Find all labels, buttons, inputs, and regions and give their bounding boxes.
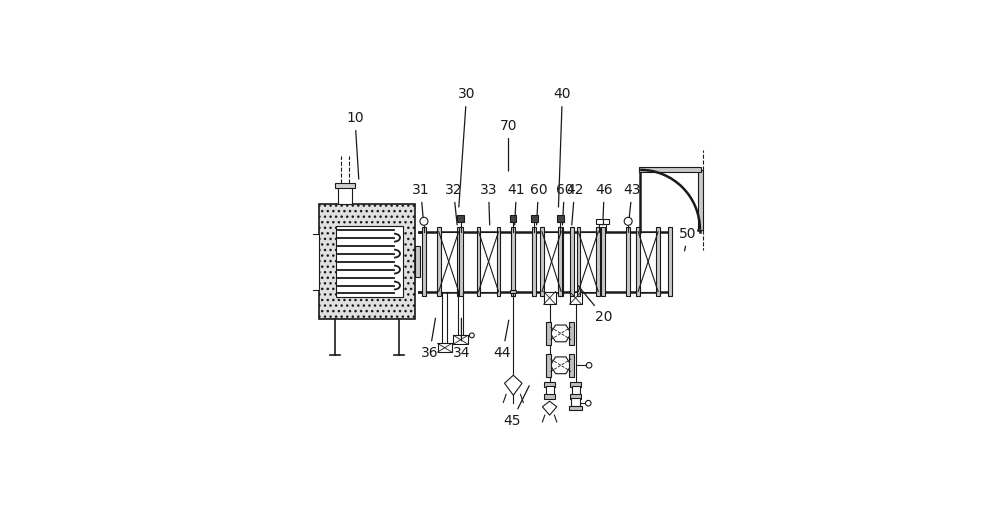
- Text: 41: 41: [508, 183, 525, 225]
- Text: 31: 31: [412, 183, 430, 225]
- Bar: [511, 227, 515, 296]
- Bar: [453, 335, 468, 344]
- Circle shape: [586, 363, 592, 368]
- Bar: [544, 292, 556, 304]
- Bar: [596, 227, 600, 296]
- Bar: [557, 214, 564, 222]
- Bar: [639, 167, 701, 172]
- Text: 34: 34: [453, 318, 470, 361]
- Text: 42: 42: [566, 183, 583, 225]
- Bar: [636, 227, 640, 296]
- Bar: [510, 214, 516, 222]
- Bar: [546, 354, 551, 377]
- Bar: [542, 232, 561, 292]
- Bar: [422, 227, 426, 296]
- Bar: [656, 227, 660, 296]
- Bar: [438, 343, 452, 352]
- Bar: [457, 227, 460, 296]
- Bar: [319, 204, 415, 320]
- Bar: [569, 322, 574, 345]
- Bar: [577, 227, 580, 296]
- Bar: [531, 214, 538, 222]
- Text: 20: 20: [578, 285, 613, 324]
- Bar: [603, 219, 609, 224]
- Bar: [338, 186, 352, 204]
- Text: 44: 44: [494, 320, 511, 361]
- Bar: [546, 386, 554, 395]
- Text: 50: 50: [679, 227, 697, 251]
- Circle shape: [585, 400, 591, 406]
- Bar: [570, 394, 581, 399]
- Bar: [437, 227, 441, 296]
- Bar: [558, 227, 562, 296]
- Text: 45: 45: [503, 386, 529, 428]
- Bar: [532, 227, 536, 296]
- Circle shape: [420, 218, 428, 225]
- Text: 36: 36: [421, 318, 438, 361]
- Text: 60: 60: [556, 183, 573, 225]
- Bar: [540, 227, 544, 296]
- Bar: [546, 322, 551, 345]
- Text: 10: 10: [346, 111, 364, 179]
- Bar: [570, 227, 574, 296]
- Bar: [698, 170, 703, 229]
- Bar: [569, 354, 574, 377]
- Text: 70: 70: [500, 119, 517, 171]
- Bar: [457, 214, 464, 222]
- Bar: [300, 246, 307, 278]
- Circle shape: [469, 333, 474, 338]
- Bar: [569, 406, 582, 410]
- Bar: [559, 227, 563, 296]
- Bar: [578, 232, 598, 292]
- Bar: [668, 227, 672, 296]
- Text: 33: 33: [480, 183, 497, 225]
- Bar: [601, 227, 605, 296]
- Bar: [570, 382, 581, 387]
- Bar: [415, 247, 420, 277]
- Bar: [638, 232, 658, 292]
- Circle shape: [624, 218, 632, 225]
- Bar: [459, 227, 463, 296]
- Text: 60: 60: [530, 183, 547, 225]
- Bar: [439, 232, 459, 292]
- Bar: [335, 183, 355, 188]
- Bar: [544, 382, 555, 387]
- Text: 46: 46: [595, 183, 613, 225]
- Polygon shape: [542, 401, 557, 415]
- Polygon shape: [505, 375, 522, 395]
- Bar: [544, 394, 555, 399]
- Bar: [572, 386, 580, 395]
- Text: 40: 40: [554, 87, 571, 207]
- Bar: [307, 234, 319, 290]
- Bar: [479, 232, 499, 292]
- Text: 32: 32: [445, 183, 462, 225]
- Bar: [596, 219, 603, 224]
- Bar: [626, 227, 630, 296]
- Bar: [497, 227, 500, 296]
- Polygon shape: [550, 357, 571, 373]
- Bar: [336, 226, 403, 297]
- Text: 43: 43: [623, 183, 641, 225]
- Bar: [477, 227, 480, 296]
- Bar: [510, 290, 516, 294]
- Bar: [570, 292, 582, 304]
- Polygon shape: [550, 325, 571, 342]
- Text: 30: 30: [458, 87, 475, 207]
- Bar: [571, 398, 580, 407]
